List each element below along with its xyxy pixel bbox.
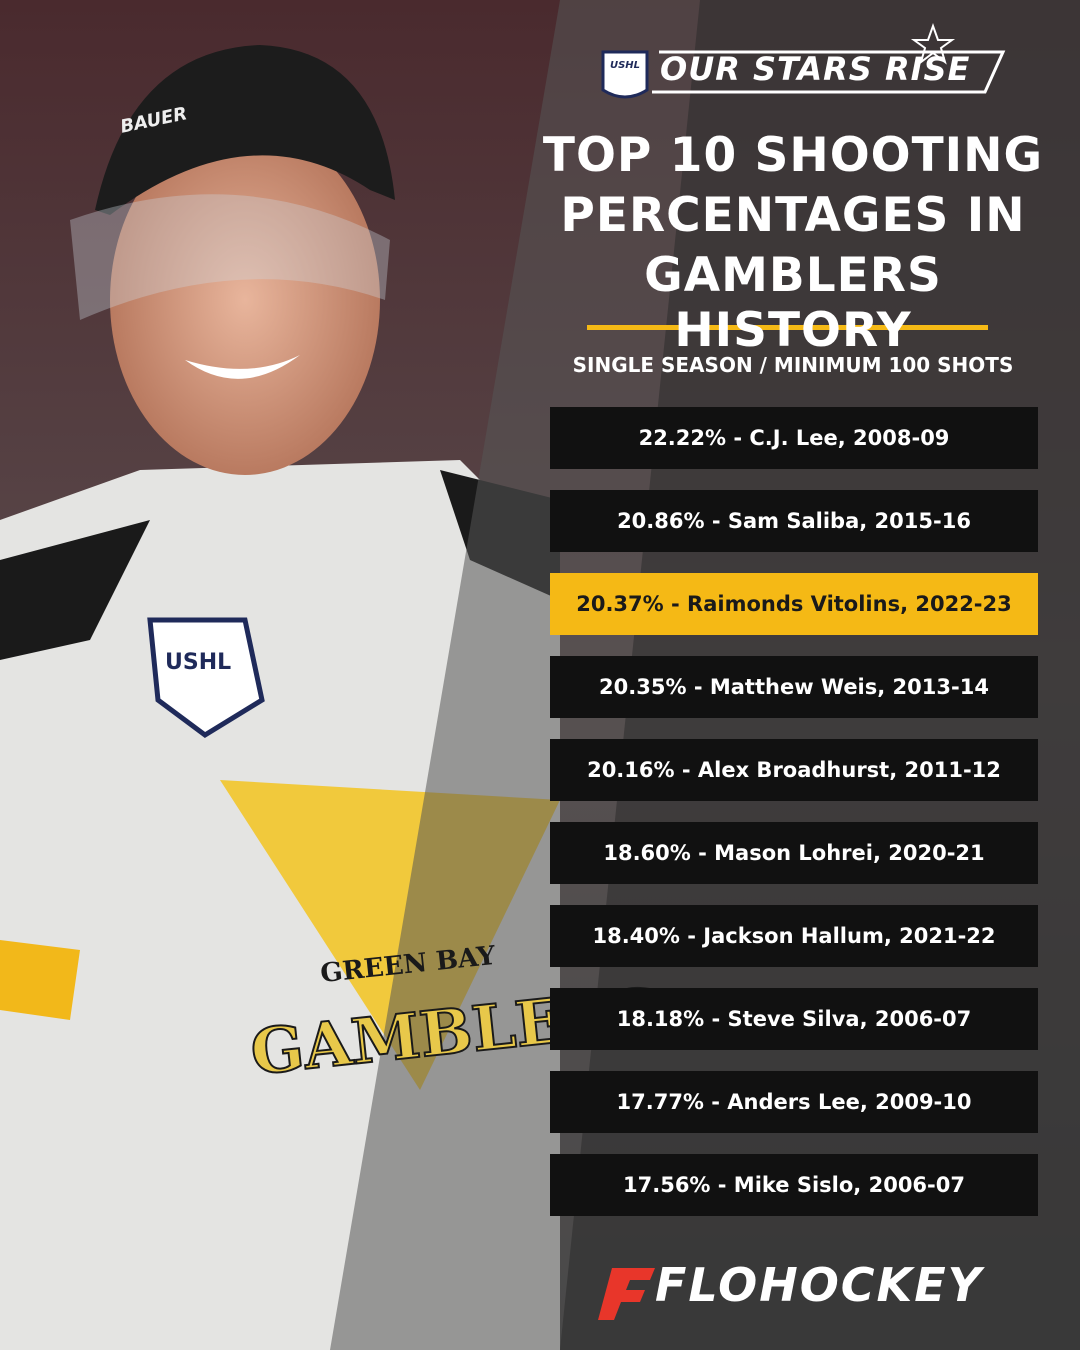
subtitle: SINGLE SEASON / MINIMUM 100 SHOTS — [572, 353, 1014, 377]
entry: 18.60% - Mason Lohrei, 2020-21 — [550, 822, 1038, 884]
entry: 20.16% - Alex Broadhurst, 2011-12 — [550, 739, 1038, 801]
patch-text: USHL — [165, 650, 232, 675]
entry: 17.56% - Mike Sislo, 2006-07 — [550, 1154, 1038, 1216]
entry: 18.40% - Jackson Hallum, 2021-22 — [550, 905, 1038, 967]
title-line: GAMBLERS HISTORY — [644, 248, 942, 358]
slogan: OUR STARS RISE — [660, 50, 971, 88]
entry: 20.86% - Sam Saliba, 2015-16 — [550, 490, 1038, 552]
entry: 18.18% - Steve Silva, 2006-07 — [550, 988, 1038, 1050]
entry: 17.77% - Anders Lee, 2009-10 — [550, 1071, 1038, 1133]
title-line: PERCENTAGES IN — [560, 188, 1026, 243]
league-badge: USHL — [609, 60, 641, 71]
entry: 20.37% - Raimonds Vitolins, 2022-23 — [550, 573, 1038, 635]
entry: 20.35% - Matthew Weis, 2013-14 — [550, 656, 1038, 718]
footer-brand: FLOHOCKEY — [655, 1258, 983, 1312]
title-line: TOP 10 SHOOTING — [542, 128, 1044, 183]
entry: 22.22% - C.J. Lee, 2008-09 — [550, 407, 1038, 469]
